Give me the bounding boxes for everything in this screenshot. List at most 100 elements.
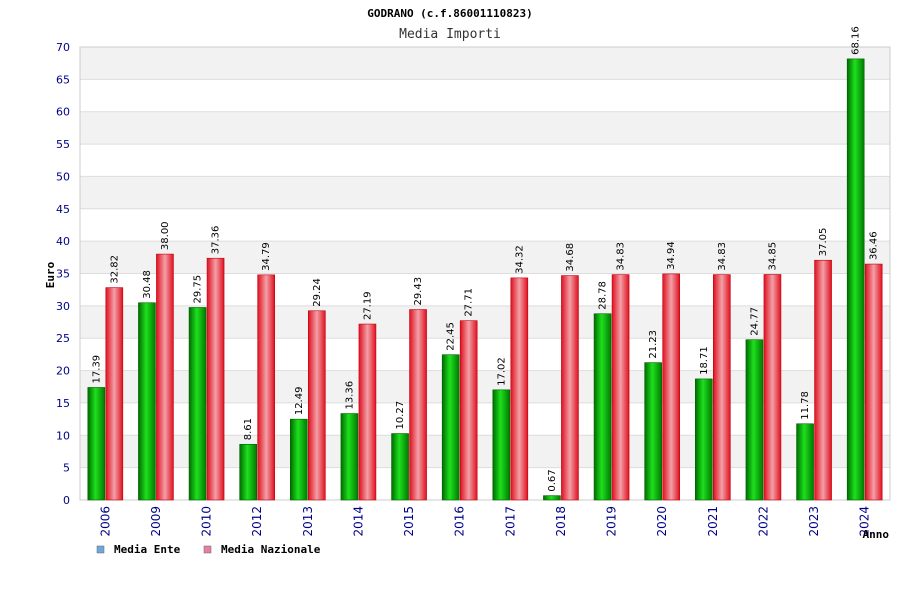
- y-tick-label: 5: [63, 462, 70, 475]
- y-tick-label: 30: [56, 300, 70, 313]
- y-tick-label: 45: [56, 203, 70, 216]
- data-label-media-nazionale-2021: 34.83: [717, 242, 728, 271]
- bar-media-ente-2006: [87, 387, 106, 501]
- bar-media-nazionale-2020: [662, 273, 680, 501]
- data-label-media-ente-2014: 13.36: [344, 381, 355, 410]
- y-tick-label: 40: [56, 235, 70, 248]
- data-labels: 17.39 32.82 30.48 38.00 29.75 37.36 8.61 34.79 1…: [91, 26, 879, 491]
- bar-media-nazionale-2018: [561, 275, 579, 501]
- bar-media-ente-2020: [644, 362, 662, 501]
- x-tick-label-2017: 2017: [503, 506, 517, 537]
- y-tick-label: 15: [56, 397, 70, 410]
- legend-label-media-ente: Media Ente: [114, 543, 181, 556]
- bar-media-nazionale-2016: [459, 320, 478, 501]
- data-label-media-nazionale-2006: 32.82: [109, 255, 120, 284]
- bar-media-nazionale-2017: [510, 277, 529, 501]
- bar-media-ente-2012: [239, 443, 257, 501]
- data-label-media-nazionale-2017: 34.32: [514, 245, 525, 274]
- data-label-media-ente-2023: 11.78: [800, 391, 811, 420]
- bar-media-ente-2010: [188, 307, 207, 501]
- data-label-media-nazionale-2022: 34.85: [767, 242, 778, 271]
- bar-media-ente-2009: [138, 302, 156, 501]
- y-axis-ticks: 0 5 10 15 20 25 30 35 40 45 50 55 60 65 70: [56, 41, 70, 507]
- chart-title: GODRANO (c.f.86001110823): [367, 7, 533, 20]
- x-tick-label-2020: 2020: [655, 506, 669, 537]
- data-label-media-nazionale-2016: 27.71: [464, 288, 475, 317]
- bar-media-nazionale-2019: [611, 274, 630, 501]
- bar-media-ente-2023: [796, 423, 814, 501]
- bar-media-ente-2017: [492, 389, 511, 501]
- y-tick-label: 70: [56, 41, 70, 54]
- plot-frame: [79, 46, 891, 501]
- bar-media-nazionale-2014: [358, 323, 377, 501]
- grid-band: [80, 47, 890, 80]
- bar-media-nazionale-2024: [864, 263, 883, 501]
- bar-media-nazionale-2012: [257, 274, 275, 501]
- legend-swatch-media-nazionale: [203, 545, 212, 554]
- grid-band: [80, 176, 890, 209]
- x-axis-label: Anno: [863, 528, 890, 541]
- y-tick-label: 50: [56, 170, 70, 183]
- bar-media-ente-2016: [441, 354, 460, 501]
- legend: Media Ente Media Nazionale: [96, 543, 321, 556]
- bar-media-ente-2013: [290, 418, 308, 501]
- x-tick-label-2018: 2018: [554, 506, 568, 537]
- bar-media-nazionale-2006: [105, 287, 124, 501]
- grid-band: [80, 111, 890, 145]
- x-tick-label-2010: 2010: [200, 506, 214, 537]
- y-tick-label: 60: [56, 106, 70, 119]
- data-label-media-nazionale-2020: 34.94: [666, 241, 677, 270]
- x-tick-label-2006: 2006: [98, 506, 112, 537]
- data-label-media-ente-2009: 30.48: [142, 270, 153, 299]
- y-axis-label: Euro: [44, 261, 57, 288]
- y-tick-label: 35: [56, 268, 70, 281]
- bar-media-nazionale-2023: [814, 259, 832, 501]
- legend-swatch-media-ente: [96, 545, 105, 554]
- x-tick-label-2009: 2009: [149, 506, 163, 537]
- x-tick-label-2024: 2024: [858, 506, 872, 537]
- bar-media-ente-2015: [391, 433, 409, 501]
- data-label-media-nazionale-2015: 29.43: [413, 277, 424, 306]
- bar-media-ente-2024: [846, 58, 865, 501]
- bar-media-ente-2021: [695, 378, 713, 501]
- y-tick-label: 65: [56, 73, 70, 86]
- data-label-media-nazionale-2010: 37.36: [211, 226, 222, 255]
- y-tick-label: 0: [63, 494, 70, 507]
- data-label-media-ente-2024: 68.16: [851, 26, 862, 55]
- x-tick-label-2012: 2012: [250, 506, 264, 537]
- data-label-media-nazionale-2013: 29.24: [312, 278, 323, 307]
- x-tick-label-2015: 2015: [402, 506, 416, 537]
- bar-media-ente-2019: [593, 313, 612, 501]
- bar-media-nazionale-2009: [156, 253, 174, 501]
- x-tick-label-2016: 2016: [453, 506, 467, 537]
- data-label-media-ente-2017: 17.02: [496, 357, 507, 386]
- x-tick-label-2014: 2014: [351, 506, 365, 537]
- y-tick-label: 25: [56, 332, 70, 345]
- x-tick-label-2023: 2023: [807, 506, 821, 537]
- data-label-media-ente-2010: 29.75: [193, 275, 204, 304]
- data-label-media-ente-2020: 21.23: [648, 330, 659, 359]
- x-tick-label-2021: 2021: [706, 506, 720, 537]
- data-label-media-ente-2021: 18.71: [699, 346, 710, 375]
- data-label-media-nazionale-2023: 37.05: [818, 228, 829, 257]
- bar-media-ente-2018: [543, 495, 561, 501]
- data-label-media-nazionale-2014: 27.19: [362, 291, 373, 320]
- data-label-media-ente-2013: 12.49: [294, 387, 305, 416]
- data-label-media-nazionale-2019: 34.83: [616, 242, 627, 271]
- bar-media-nazionale-2021: [713, 274, 731, 501]
- data-label-media-nazionale-2018: 34.68: [565, 243, 576, 272]
- data-label-media-ente-2019: 28.78: [598, 281, 609, 310]
- data-label-media-nazionale-2012: 34.79: [261, 242, 272, 271]
- x-tick-label-2019: 2019: [605, 506, 619, 537]
- bar-media-nazionale-2015: [409, 309, 427, 501]
- data-label-media-nazionale-2024: 36.46: [869, 231, 880, 260]
- y-tick-label: 20: [56, 365, 70, 378]
- bar-media-nazionale-2010: [206, 257, 225, 501]
- data-label-media-ente-2015: 10.27: [395, 401, 406, 430]
- bar-media-nazionale-2013: [308, 310, 326, 501]
- x-tick-label-2013: 2013: [301, 506, 315, 537]
- x-axis-ticks: 2006 2009 2010 2012 2013 2014 2015 2016 2017 2018…: [98, 506, 871, 537]
- chart-subtitle: Media Importi: [399, 27, 501, 42]
- data-label-media-ente-2022: 24.77: [749, 307, 760, 336]
